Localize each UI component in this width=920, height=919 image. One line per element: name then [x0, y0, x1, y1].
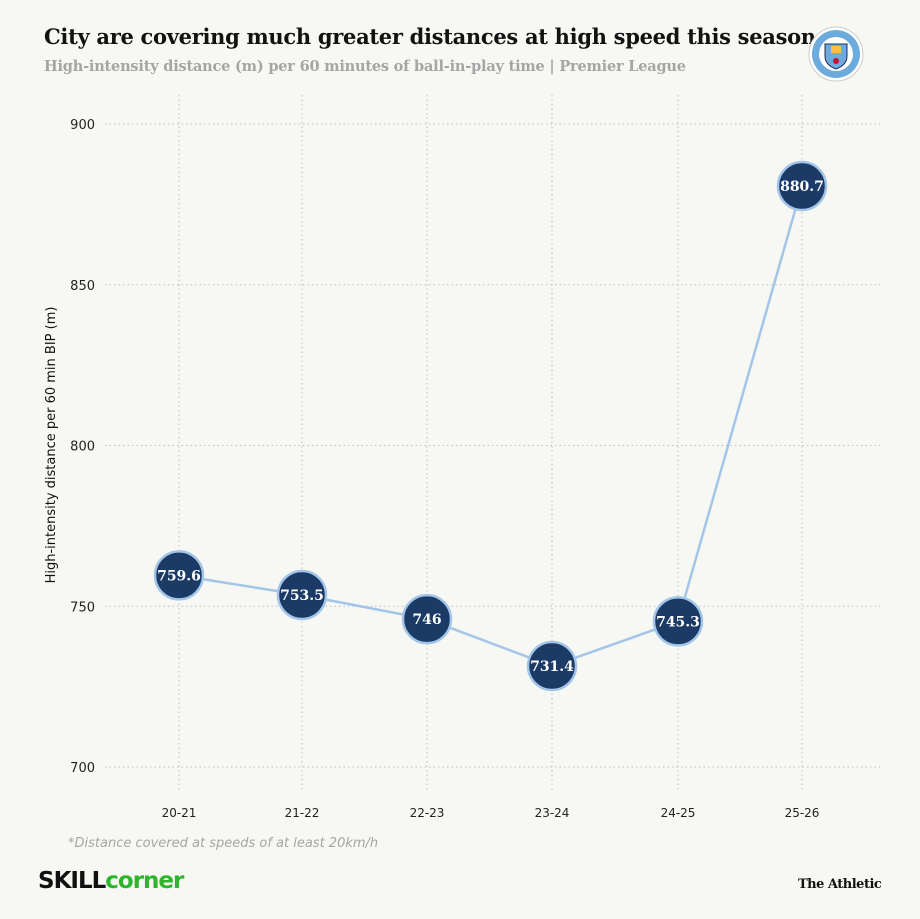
data-label: 745.3	[656, 614, 700, 630]
manchester-city-crest-logo	[808, 26, 864, 82]
chart-title: City are covering much greater distances…	[44, 24, 816, 49]
data-point-marker	[276, 569, 328, 621]
data-point-marker	[652, 596, 704, 647]
skillcorner-logo: SKILLcorner	[38, 868, 184, 894]
y-axis-ticks: 700 750 800 850 900	[70, 118, 95, 776]
data-point: 880.7	[776, 160, 828, 212]
data-label: 759.6	[157, 568, 201, 584]
the-athletic-logo: The Athletic	[798, 877, 882, 892]
y-tick-label: 900	[70, 118, 95, 133]
y-tick-label: 750	[70, 600, 95, 615]
y-tick-label: 850	[70, 279, 95, 294]
footnote: *Distance covered at speeds of at least …	[68, 836, 379, 851]
series-line	[178, 185, 804, 668]
y-tick-label: 700	[70, 761, 95, 776]
data-point: 745.3	[652, 596, 704, 647]
x-tick-label: 23-24	[535, 806, 570, 820]
y-tick-label: 800	[70, 440, 95, 455]
y-axis-label: High-intensity distance per 60 min BIP (…	[44, 307, 59, 584]
chart-subtitle: High-intensity distance (m) per 60 minut…	[44, 58, 686, 75]
data-point-marker	[776, 160, 828, 212]
x-tick-label: 25-26	[785, 806, 820, 820]
data-label: 731.4	[530, 659, 574, 675]
data-point-marker	[153, 550, 205, 601]
data-point-marker	[401, 593, 453, 645]
x-tick-label: 24-25	[661, 806, 696, 820]
data-point: 746	[401, 593, 453, 645]
gridlines	[105, 95, 880, 790]
data-point-marker	[526, 640, 578, 692]
x-tick-label: 22-23	[410, 806, 445, 820]
data-label: 753.5	[280, 588, 324, 604]
data-points: 759.6 753.5 746 731.4 745.3 880.7	[153, 160, 828, 692]
x-axis-ticks: 20-21 21-22 22-23 23-24 24-25 25-26	[162, 806, 820, 820]
data-point: 759.6	[153, 550, 205, 601]
skillcorner-logo-b: corner	[105, 868, 184, 894]
data-point: 753.5	[276, 569, 328, 621]
skillcorner-logo-a: SKILL	[38, 868, 106, 894]
data-label: 746	[412, 612, 441, 628]
data-point: 731.4	[526, 640, 578, 692]
x-tick-label: 21-22	[285, 806, 320, 820]
data-label: 880.7	[780, 179, 824, 195]
x-tick-label: 20-21	[162, 806, 197, 820]
